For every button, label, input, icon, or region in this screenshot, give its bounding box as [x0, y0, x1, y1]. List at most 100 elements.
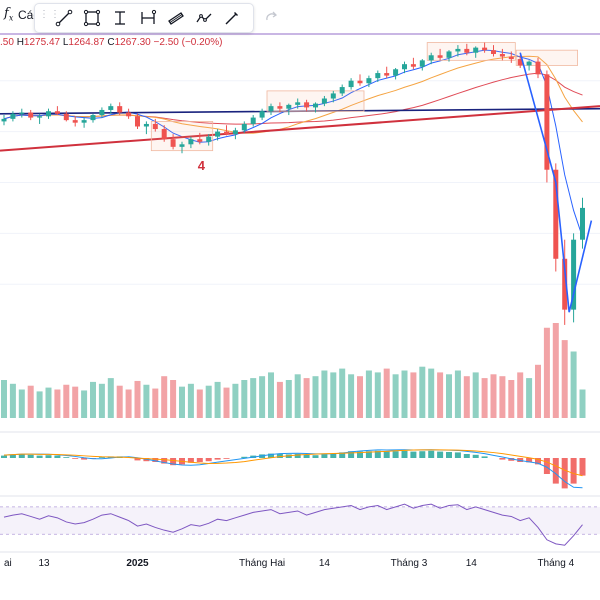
change-value: −2.50 (−0.20%)	[153, 37, 223, 48]
candle-body	[544, 74, 550, 170]
volume-bar	[561, 340, 568, 418]
candle-body	[126, 112, 132, 117]
x-tick-label: 14	[466, 558, 478, 569]
volume-bar	[125, 389, 132, 418]
macd-bar	[392, 451, 399, 458]
x-tick-label: Tháng 4	[537, 558, 574, 569]
close-key: C	[107, 37, 115, 48]
macd-bar	[383, 451, 390, 458]
candle-body	[90, 115, 96, 121]
volume-bar	[303, 378, 310, 418]
macd-bar	[241, 456, 248, 458]
candle-body	[473, 47, 479, 53]
x-tick-label: Tháng Hai	[239, 558, 285, 569]
macd-bar	[454, 452, 461, 458]
macd-bar	[312, 455, 319, 458]
volume-bar	[143, 384, 150, 418]
volume-bar	[134, 380, 141, 418]
x-tick-label: ai	[4, 558, 12, 569]
brush-icon[interactable]	[221, 7, 243, 29]
macd-bar	[303, 454, 310, 458]
x-tick-label: 14	[319, 558, 331, 569]
macd-bar	[526, 458, 533, 463]
candle-body	[170, 139, 176, 147]
macd-bar	[81, 458, 88, 460]
volume-bar	[294, 374, 301, 418]
ohlc-legend: .50 H1275.47 L1264.87 C1267.30 −2.50 (−0…	[0, 37, 222, 48]
volume-bar	[410, 372, 417, 418]
candle-body	[54, 111, 60, 114]
parallel-channel-icon[interactable]	[165, 7, 187, 29]
candle-body	[357, 80, 363, 84]
volume-bar	[241, 380, 248, 418]
candle-body	[268, 106, 274, 112]
volume-bar	[472, 372, 479, 418]
volume-bar	[446, 374, 452, 418]
volume-bar	[187, 383, 194, 418]
candle-body	[81, 120, 87, 123]
rectangle-icon[interactable]	[81, 7, 103, 29]
volume-bar	[1, 380, 7, 418]
candle-body	[517, 59, 523, 66]
volume-bar	[81, 390, 88, 418]
fx-icon[interactable]: fx	[4, 6, 14, 23]
macd-bar	[508, 458, 515, 461]
candle-body	[348, 80, 354, 88]
macd-bar	[63, 457, 70, 458]
trend-line-icon[interactable]	[53, 7, 75, 29]
candle-body	[491, 50, 496, 54]
macd-bar	[268, 453, 274, 458]
volume-bar	[268, 372, 274, 418]
volume-bar	[276, 381, 283, 418]
volume-bar	[259, 376, 266, 418]
candle-body	[526, 61, 532, 66]
macd-bar	[152, 458, 159, 462]
volume-bar	[579, 389, 586, 418]
macd-bar	[196, 458, 203, 462]
macd-bar	[321, 454, 328, 458]
macd-bar	[357, 451, 363, 458]
macd-bar	[428, 450, 435, 458]
volume-bar	[348, 374, 355, 418]
close-value: 1267.30	[114, 37, 151, 48]
candle-body	[562, 258, 568, 310]
candle-body	[143, 123, 149, 127]
macd-bar	[517, 458, 524, 462]
candle-body	[63, 113, 69, 121]
volume-bar	[535, 364, 541, 418]
volume-bar	[570, 351, 577, 418]
macd-bar	[98, 457, 105, 458]
candle-body	[241, 123, 247, 131]
long-position-icon[interactable]	[109, 7, 131, 29]
macd-bar	[161, 458, 168, 464]
macd-bar	[18, 454, 25, 458]
candle-body	[535, 61, 541, 75]
volume-bar	[232, 383, 239, 418]
macd-bar	[570, 458, 577, 484]
macd-bar	[543, 458, 550, 474]
candle-body	[402, 64, 407, 70]
candle-body	[437, 55, 443, 58]
macd-bar	[446, 452, 452, 458]
x-tick-label: 2025	[126, 558, 149, 569]
volume-bar	[330, 372, 337, 418]
candle-body	[446, 51, 452, 58]
candle-body	[393, 69, 399, 76]
candle-body	[99, 109, 105, 116]
macd-bar	[72, 458, 79, 459]
volume-bar	[214, 381, 221, 418]
macd-bar	[27, 454, 34, 458]
grip-icon[interactable]: ⋮⋮	[39, 9, 61, 20]
measure-icon[interactable]	[137, 7, 159, 29]
volume-bar	[36, 391, 43, 418]
volume-bar	[392, 374, 399, 418]
volume-bar	[196, 389, 203, 418]
macd-bar	[410, 451, 417, 458]
candle-body	[482, 47, 488, 51]
path-icon[interactable]	[193, 7, 215, 29]
redo-icon[interactable]	[262, 8, 280, 26]
volume-bar	[365, 370, 372, 418]
volume-bar	[205, 385, 212, 418]
candle-body	[410, 64, 416, 67]
